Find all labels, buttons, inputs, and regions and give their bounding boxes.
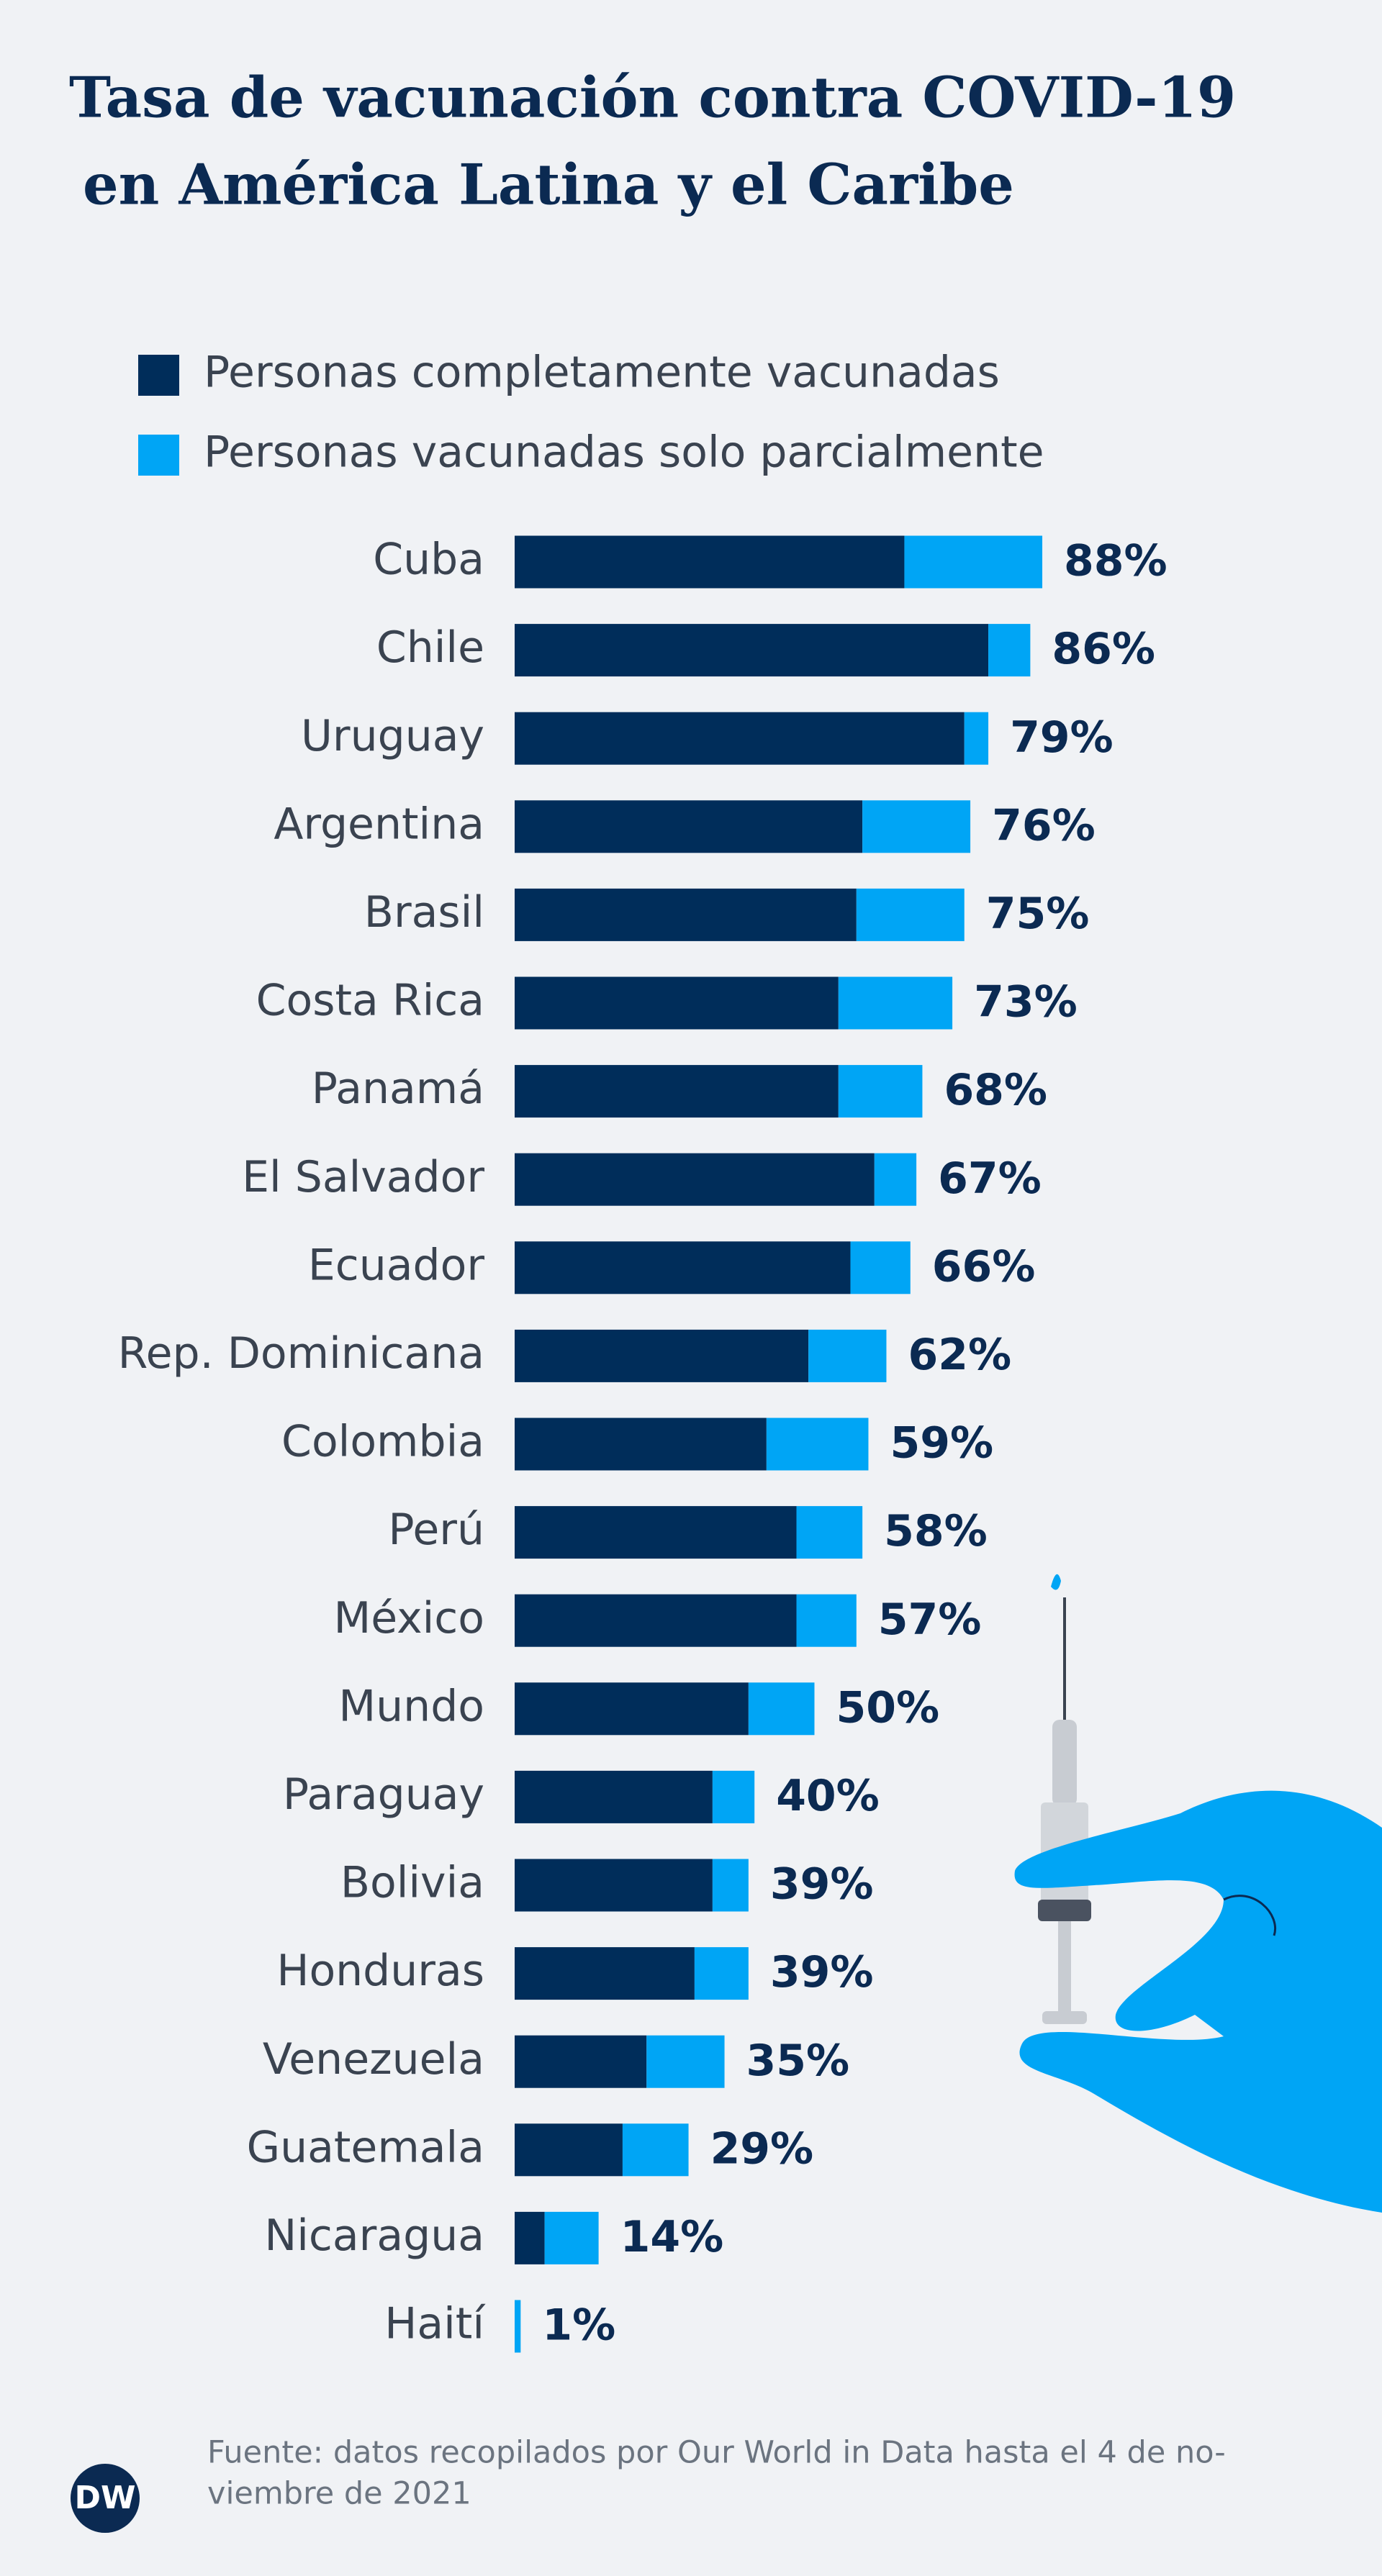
- value-label: 76%: [992, 800, 1096, 851]
- legend-swatch: [138, 355, 179, 396]
- bar-segment: [838, 976, 953, 1030]
- legend-label: Personas vacunadas solo parcialmente: [204, 427, 1044, 478]
- value-label: 67%: [938, 1153, 1042, 1204]
- bar-segment: [874, 1153, 917, 1206]
- value-label: 73%: [974, 977, 1078, 1028]
- y-tick-label: Colombia: [281, 1417, 484, 1467]
- bar-segment: [515, 2211, 545, 2264]
- bar-segment: [515, 1418, 767, 1471]
- logo: [71, 2464, 140, 2533]
- illustration: [1014, 1574, 1382, 2213]
- bar-segment: [862, 800, 971, 853]
- y-tick-label: Bolivia: [340, 1858, 484, 1908]
- y-tick-label: México: [333, 1593, 484, 1643]
- bar-segment: [515, 888, 857, 941]
- y-tick-label: Mundo: [338, 1681, 484, 1731]
- chart-title: Tasa de vacunación contra COVID-19: [69, 65, 1236, 131]
- bar-segment: [766, 1418, 869, 1471]
- bar-segment: [515, 1506, 797, 1559]
- y-tick-label: Panamá: [312, 1063, 484, 1114]
- y-tick-label: Nicaragua: [264, 2210, 484, 2261]
- bar-segment: [515, 800, 863, 853]
- y-tick-label: Honduras: [276, 1946, 484, 1996]
- value-label: 59%: [890, 1418, 993, 1469]
- value-label: 40%: [776, 1771, 880, 1821]
- bar-segment: [515, 1241, 851, 1294]
- y-tick-label: Brasil: [364, 887, 484, 938]
- bar-segment: [515, 712, 965, 765]
- value-label: 57%: [878, 1595, 982, 1645]
- bar-segment: [904, 535, 1043, 589]
- bar-segment: [796, 1594, 857, 1647]
- bar-segment: [515, 1329, 809, 1382]
- source: viembre de 2021: [207, 2476, 471, 2512]
- bar-segment: [850, 1241, 911, 1294]
- value-label: 58%: [884, 1506, 988, 1556]
- bar-segment: [646, 2035, 725, 2088]
- bar-segment: [712, 1859, 749, 1912]
- bar-segment: [748, 1682, 815, 1736]
- bar-segment: [515, 1859, 713, 1912]
- y-tick-label: Cuba: [373, 535, 484, 585]
- y-tick-label: Uruguay: [301, 711, 484, 761]
- bar-segment: [796, 1506, 863, 1559]
- chart-title: en América Latina y el Caribe: [83, 153, 1014, 218]
- bar-segment: [515, 1065, 839, 1118]
- y-tick-label: Costa Rica: [256, 976, 484, 1026]
- source: Fuente: datos recopilados por Our World …: [207, 2435, 1226, 2471]
- bar-segment: [694, 1947, 749, 2000]
- value-label: 88%: [1064, 536, 1168, 586]
- bar-segment: [964, 712, 989, 765]
- legend-label: Personas completamente vacunadas: [204, 348, 1000, 398]
- bar-segment: [544, 2211, 599, 2264]
- y-tick-label: Perú: [388, 1505, 484, 1555]
- legend-swatch: [138, 435, 179, 476]
- value-label: 35%: [746, 2036, 850, 2086]
- bar-segment: [808, 1329, 887, 1382]
- value-label: 75%: [986, 889, 1090, 939]
- y-tick-label: Haití: [384, 2299, 486, 2349]
- bar-segment: [515, 976, 839, 1030]
- value-label: 39%: [770, 1947, 874, 1997]
- bar-segment: [515, 1947, 695, 2000]
- bar-segment: [988, 624, 1031, 677]
- y-tick-label: El Salvador: [242, 1152, 484, 1202]
- y-tick-label: Ecuador: [308, 1240, 484, 1290]
- bar-segment: [515, 1770, 713, 1823]
- y-tick-label: Chile: [376, 622, 484, 673]
- bar-segment: [515, 2123, 623, 2177]
- bar-segment: [515, 624, 989, 677]
- value-label: 39%: [770, 1859, 874, 1910]
- y-tick-label: Rep. Dominicana: [118, 1328, 484, 1379]
- value-label: 62%: [908, 1330, 1011, 1380]
- bar-segment: [622, 2123, 689, 2177]
- value-label: 68%: [944, 1065, 1047, 1115]
- y-tick-label: Argentina: [274, 799, 484, 849]
- value-label: 86%: [1052, 624, 1155, 674]
- bar-segment: [838, 1065, 923, 1118]
- logo-text: DW: [74, 2480, 135, 2516]
- bar-segment: [515, 2035, 647, 2088]
- value-label: 66%: [932, 1241, 1036, 1292]
- bar-segment: [712, 1770, 755, 1823]
- value-label: 29%: [710, 2123, 814, 2174]
- value-label: 14%: [620, 2212, 724, 2262]
- bar-segment: [856, 888, 965, 941]
- bar-segment: [515, 2300, 521, 2353]
- value-label: 50%: [836, 1682, 940, 1733]
- bar-segment: [515, 1153, 875, 1206]
- y-tick-label: Guatemala: [247, 2122, 484, 2172]
- y-tick-label: Paraguay: [283, 1769, 484, 1820]
- bar-segment: [515, 1682, 749, 1736]
- value-label: 1%: [542, 2300, 615, 2351]
- value-label: 79%: [1010, 712, 1114, 763]
- bar-segment: [515, 1594, 797, 1647]
- y-tick-label: Venezuela: [263, 2034, 484, 2085]
- bar-segment: [515, 535, 905, 589]
